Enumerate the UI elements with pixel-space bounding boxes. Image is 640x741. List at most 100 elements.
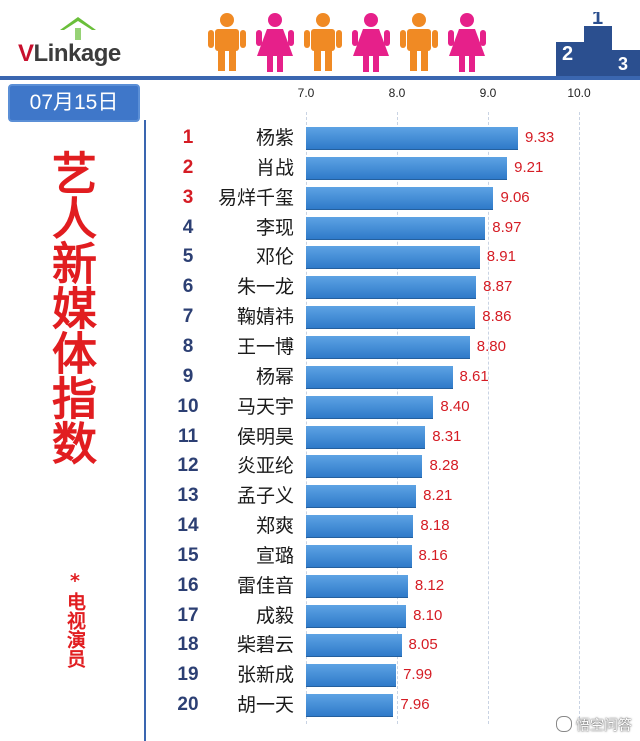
bar [306,574,408,598]
value-label: 8.31 [432,427,462,445]
chart-row: 19 张新成 7.99 [146,660,640,690]
boy-figure-icon [304,13,342,71]
value-label: 8.21 [423,487,453,505]
logo-text: VLinkage [18,40,121,67]
chart-row: 4 李现 8.97 [146,213,640,243]
rank-label: 4 [182,216,194,238]
chart-row: 2 肖战 9.21 [146,153,640,183]
value-label: 8.10 [413,606,443,624]
girl-figure-icon [448,13,486,72]
rank-label: 1 [182,127,194,148]
value-label: 8.61 [459,367,489,385]
chart-row: 5 邓伦 8.91 [146,242,640,272]
rank-label: 20 [177,694,199,716]
category-label: 杨紫 [255,127,294,149]
rank-label: 7 [182,306,194,328]
rank-label: 19 [177,664,199,686]
value-label: 8.12 [414,576,445,594]
rank-label: 16 [177,574,199,596]
chart-row: 1 杨紫 9.33 [146,123,640,153]
bar [306,365,453,389]
value-label: 8.87 [483,278,513,296]
bar [306,335,470,359]
rank-label: 12 [177,455,199,477]
svg-text:3: 3 [618,54,628,74]
chart-row: 12 炎亚纶 8.28 [146,451,640,481]
value-label: 8.28 [429,457,459,475]
chart-row: 16 雷佳音 8.12 [146,571,640,601]
bar [306,216,486,240]
podium-icon: 2 1 3 [556,12,640,76]
chart-row: 11 侯明昊 8.31 [146,422,640,452]
gridline [488,112,489,724]
value-label: 8.40 [440,397,470,415]
rank-label: 2 [182,156,194,178]
watermark-logo-icon [556,716,572,732]
vlinkage-logo: VLinkage [18,16,148,67]
bar [306,515,414,539]
value-label: 8.91 [486,248,516,266]
bar [306,276,477,300]
bar [306,485,417,509]
category-label: 侯明昊 [236,425,294,448]
chart-row: 18 柴碧云 8.05 [146,630,640,660]
bar [306,664,397,688]
value-label: 8.05 [408,636,438,654]
rank-label: 14 [177,515,199,537]
category-label: 朱一龙 [236,276,294,299]
rank-label: 13 [177,485,199,507]
chart-row: 15 宣璐 8.16 [146,541,640,571]
rank-label: 9 [182,365,194,387]
bar [306,634,402,658]
house-logo-icon [60,17,96,40]
chart-row: 10 马天宇 8.40 [146,392,640,422]
svg-text:1: 1 [592,12,603,29]
girl-figure-icon [352,13,390,72]
rank-label: 10 [177,395,199,417]
category-label: 孟子义 [236,485,294,508]
chart-row: 20 胡一天 7.96 [146,690,640,720]
header-banner: VLinkage 2 1 [0,0,640,78]
chart-row: 9 杨幂 8.61 [146,362,640,392]
gridline [579,112,580,724]
bar [306,186,494,210]
rank-label: 18 [177,634,199,656]
rank-label: 3 [182,186,194,208]
value-label: 9.33 [525,129,555,146]
category-label: 成毅 [255,604,294,627]
bar [306,395,434,419]
category-label: 杨幂 [255,365,294,388]
category-label: 肖战 [255,156,294,179]
chart-row: 3 易烊千玺 9.06 [146,183,640,213]
category-label: 炎亚纶 [236,455,294,478]
bar [306,694,394,718]
side-title: 艺人新媒体指数 [44,150,97,465]
category-label: 邓伦 [255,246,294,269]
value-label: 9.06 [500,188,530,206]
chart-row: 8 王一博 8.80 [146,332,640,362]
bar [306,455,423,479]
value-label: 8.80 [476,337,506,355]
girl-figure-icon [256,13,294,72]
value-label: 9.21 [514,158,544,176]
value-label: 7.96 [400,696,430,714]
category-label: 王一博 [236,335,294,358]
category-label: 李现 [255,216,294,239]
x-tick-label: 9.0 [479,86,497,100]
people-figures-icon [208,13,486,72]
rank-label: 5 [182,246,194,268]
category-label: 柴碧云 [236,634,294,657]
boy-figure-icon [208,13,246,71]
category-label: 郑爽 [255,515,294,538]
rank-label: 15 [177,544,199,566]
value-label: 8.86 [482,308,512,326]
rank-label: 11 [177,425,199,447]
category-label: 鞠婧祎 [236,306,294,329]
x-tick-label: 10.0 [567,86,591,100]
category-label: 易烊千玺 [217,186,294,209]
category-label: 宣璐 [255,544,294,567]
date-label: 07月15日 [8,84,140,122]
bar [306,156,508,180]
category-label: 雷佳音 [236,574,294,597]
rank-label: 17 [177,604,199,626]
